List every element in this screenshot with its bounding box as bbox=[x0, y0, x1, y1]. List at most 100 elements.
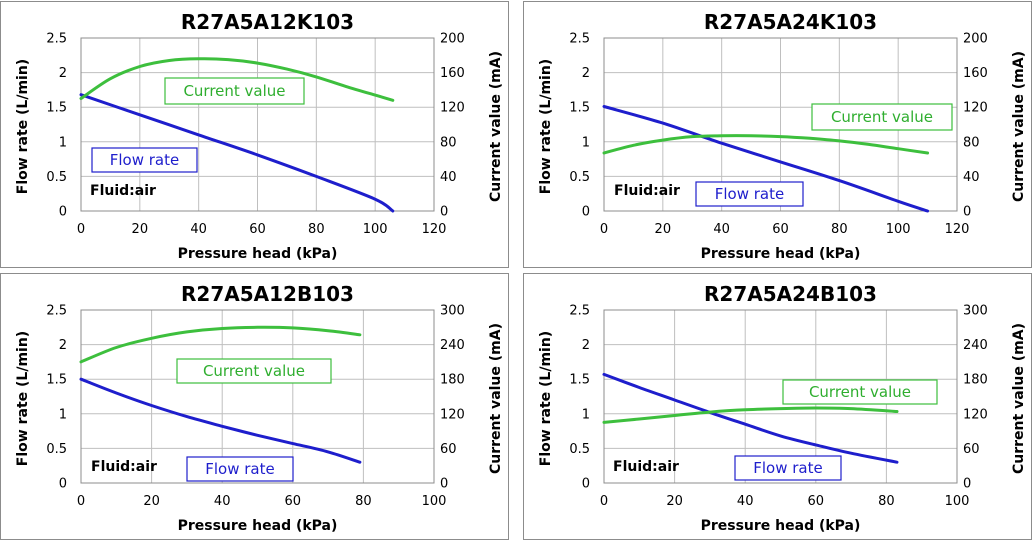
flow-rate-label-box bbox=[734, 455, 842, 481]
y2-tick-label: 180 bbox=[963, 373, 988, 388]
x-tick-label: 0 bbox=[77, 222, 85, 237]
x-axis-label: Pressure head (kPa) bbox=[701, 246, 861, 262]
y2-tick-label: 160 bbox=[440, 66, 465, 81]
y2-tick-label: 120 bbox=[963, 407, 988, 422]
x-tick-label: 60 bbox=[772, 222, 789, 237]
y-tick-label: 1.5 bbox=[46, 373, 67, 388]
x-axis-label: Pressure head (kPa) bbox=[178, 246, 338, 262]
flow-rate-line bbox=[602, 105, 930, 213]
flow-rate-label: Flow rate bbox=[715, 185, 784, 203]
chart-title: R27A5A12B103 bbox=[181, 282, 354, 306]
chart-title: R27A5A12K103 bbox=[181, 10, 354, 34]
y-tick-label: 1.5 bbox=[569, 101, 590, 116]
flow-rate-label: Flow rate bbox=[753, 459, 822, 477]
y2-tick-label: 120 bbox=[440, 407, 465, 422]
current-value-line bbox=[79, 325, 362, 364]
x-tick-label: 0 bbox=[600, 222, 608, 237]
y-tick-label: 0 bbox=[582, 205, 590, 220]
y2-axis-label: Current value (mA) bbox=[488, 323, 504, 474]
y2-axis-label: Current value (mA) bbox=[1011, 51, 1027, 202]
flow-rate-label-box bbox=[186, 456, 294, 482]
x-tick-label: 120 bbox=[422, 222, 447, 237]
x-tick-label: 100 bbox=[422, 494, 447, 509]
y-axis-label: Flow rate (L/min) bbox=[538, 59, 554, 194]
y-tick-label: 0 bbox=[59, 205, 67, 220]
y2-tick-label: 80 bbox=[440, 135, 457, 150]
current-value-label-box bbox=[164, 77, 305, 105]
x-tick-label: 40 bbox=[737, 494, 754, 509]
chart-panel: R27A5A12B103 0 0 0.5 60 1 120 1.5 180 2 240 2.5 300 0… bbox=[0, 273, 509, 540]
x-tick-label: 20 bbox=[655, 222, 672, 237]
x-tick-label: 20 bbox=[132, 222, 149, 237]
y-tick-label: 1 bbox=[582, 407, 590, 422]
x-tick-label: 20 bbox=[666, 494, 683, 509]
current-value-line bbox=[602, 134, 930, 155]
y2-tick-label: 40 bbox=[963, 170, 980, 185]
y-tick-label: 0.5 bbox=[569, 170, 590, 185]
fluid-annotation: Fluid:air bbox=[614, 183, 680, 199]
current-value-label-box bbox=[176, 358, 332, 384]
y-axis-label: Flow rate (L/min) bbox=[15, 59, 31, 194]
y2-axis-label: Current value (mA) bbox=[1011, 323, 1027, 474]
chart-panel: R27A5A24B103 0 0 0.5 60 1 120 1.5 180 2 240 2.5 300 0… bbox=[523, 273, 1032, 540]
x-tick-label: 60 bbox=[249, 222, 266, 237]
fluid-annotation: Fluid:air bbox=[90, 183, 156, 199]
y2-tick-label: 0 bbox=[440, 477, 448, 492]
y-tick-label: 1.5 bbox=[46, 101, 67, 116]
x-tick-label: 80 bbox=[878, 494, 895, 509]
current-value-label: Current value bbox=[183, 82, 285, 100]
flow-rate-label-box bbox=[695, 181, 804, 207]
current-value-label-box bbox=[782, 379, 938, 405]
x-tick-label: 60 bbox=[808, 494, 825, 509]
x-tick-label: 120 bbox=[945, 222, 970, 237]
current-value-line bbox=[602, 406, 899, 424]
y2-tick-label: 60 bbox=[963, 442, 980, 457]
y-tick-label: 1 bbox=[582, 135, 590, 150]
x-tick-label: 100 bbox=[886, 222, 911, 237]
flow-rate-label-box bbox=[91, 147, 198, 173]
y-tick-label: 2 bbox=[59, 338, 67, 353]
y-axis-label: Flow rate (L/min) bbox=[538, 331, 554, 466]
plot-area-border bbox=[603, 309, 958, 484]
chart-title: R27A5A24K103 bbox=[704, 10, 877, 34]
y2-tick-label: 180 bbox=[440, 373, 465, 388]
y-tick-label: 2.5 bbox=[569, 32, 590, 47]
y2-tick-label: 60 bbox=[440, 442, 457, 457]
y2-tick-label: 0 bbox=[963, 205, 971, 220]
x-tick-label: 40 bbox=[713, 222, 730, 237]
chart-panel: R27A5A24K103 0 0 0.5 40 1 80 1.5 120 2 160 2.5 200 0 2… bbox=[523, 1, 1032, 268]
y-tick-label: 1 bbox=[59, 407, 67, 422]
y2-tick-label: 40 bbox=[440, 170, 457, 185]
current-value-label: Current value bbox=[831, 108, 933, 126]
y-tick-label: 2.5 bbox=[46, 32, 67, 47]
fluid-annotation: Fluid:air bbox=[91, 459, 157, 475]
y-tick-label: 0.5 bbox=[46, 442, 67, 457]
flow-rate-label: Flow rate bbox=[205, 460, 274, 478]
y2-tick-label: 300 bbox=[963, 304, 988, 319]
x-axis-label: Pressure head (kPa) bbox=[701, 518, 861, 534]
y2-tick-label: 240 bbox=[963, 338, 988, 353]
flow-rate-line bbox=[79, 93, 395, 213]
y2-tick-label: 300 bbox=[440, 304, 465, 319]
x-tick-label: 80 bbox=[831, 222, 848, 237]
y-axis-label: Flow rate (L/min) bbox=[15, 331, 31, 466]
y-tick-label: 2 bbox=[582, 338, 590, 353]
plot-area-border bbox=[603, 37, 958, 212]
plot-area-border bbox=[80, 309, 435, 484]
current-value-label-box bbox=[811, 103, 953, 131]
x-tick-label: 100 bbox=[945, 494, 970, 509]
y2-tick-label: 200 bbox=[963, 32, 988, 47]
y-tick-label: 1.5 bbox=[569, 373, 590, 388]
x-tick-label: 0 bbox=[600, 494, 608, 509]
y-tick-label: 2.5 bbox=[46, 304, 67, 319]
y2-tick-label: 160 bbox=[963, 66, 988, 81]
y2-tick-label: 0 bbox=[440, 205, 448, 220]
x-tick-label: 20 bbox=[143, 494, 160, 509]
x-tick-label: 80 bbox=[355, 494, 372, 509]
x-tick-label: 100 bbox=[363, 222, 388, 237]
x-tick-label: 40 bbox=[214, 494, 231, 509]
